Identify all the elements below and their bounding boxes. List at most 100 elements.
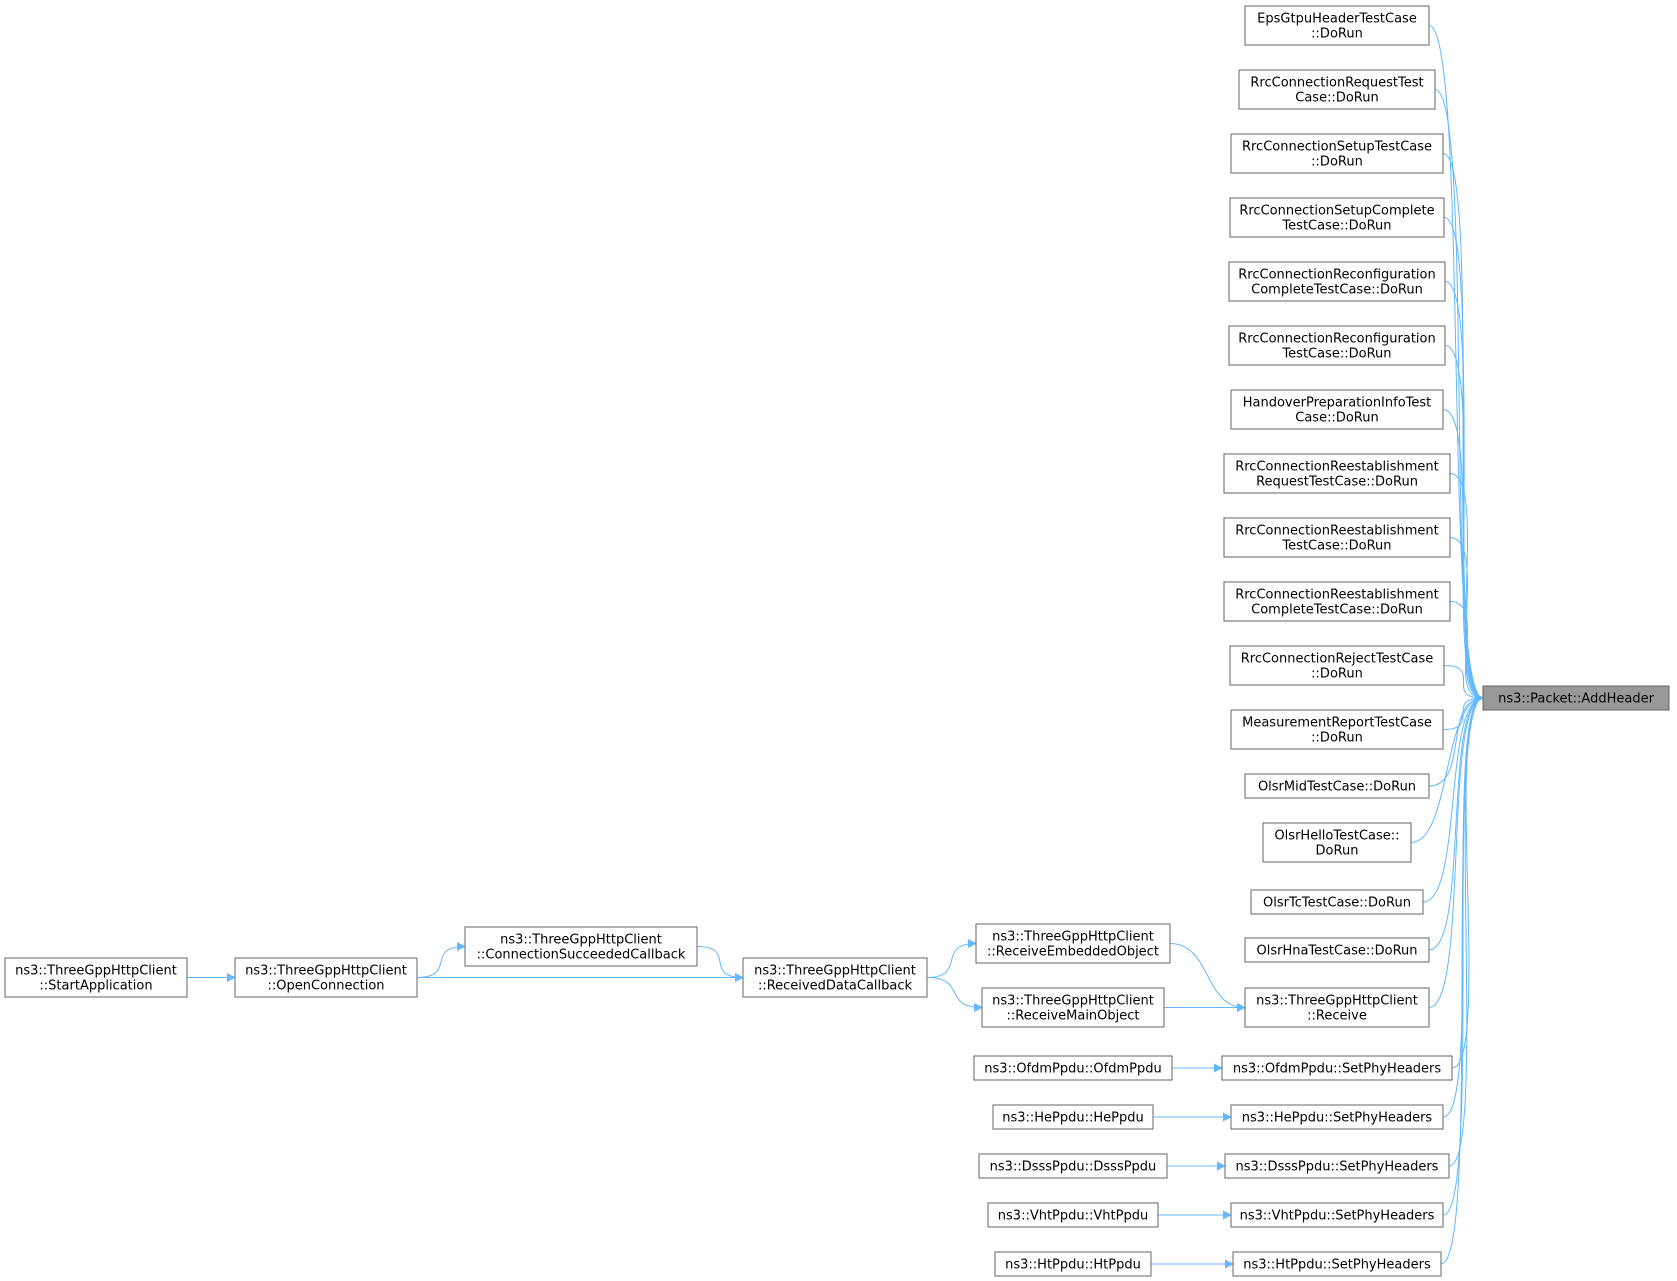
node-box bbox=[1228, 325, 1446, 366]
node-label: OlsrMidTestCase::DoRun bbox=[1258, 780, 1416, 795]
edges-layer bbox=[187, 25, 1484, 1269]
node-label: ::Receive bbox=[1307, 1009, 1367, 1024]
node-box bbox=[1230, 709, 1444, 750]
node-box bbox=[1223, 517, 1451, 558]
node-n23[interactable]: ns3::ThreeGppHttpClient::ReceiveEmbedded… bbox=[975, 923, 1171, 964]
node-n8[interactable]: RrcConnectionReestablishmentRequestTestC… bbox=[1223, 453, 1451, 494]
node-box bbox=[1244, 5, 1430, 46]
node-box bbox=[1228, 261, 1446, 302]
node-box bbox=[1223, 581, 1451, 622]
node-box bbox=[1223, 453, 1451, 494]
node-box bbox=[234, 957, 418, 998]
node-n21[interactable]: ns3::VhtPpdu::SetPhyHeaders bbox=[1230, 1202, 1444, 1228]
edge-n15-to-target bbox=[1422, 693, 1484, 903]
node-n12[interactable]: MeasurementReportTestCase::DoRun bbox=[1230, 709, 1444, 750]
node-n32[interactable]: ns3::ThreeGppHttpClient::OpenConnection bbox=[234, 957, 418, 998]
node-n29[interactable]: ns3::HtPpdu::HtPpdu bbox=[994, 1251, 1152, 1277]
node-label: RrcConnectionSetupTestCase bbox=[1242, 140, 1432, 155]
edge-n17-to-target bbox=[1428, 693, 1484, 1008]
node-box bbox=[978, 1153, 1168, 1179]
node-label: OlsrHnaTestCase::DoRun bbox=[1256, 944, 1417, 959]
node-box bbox=[994, 1251, 1152, 1277]
node-label: ns3::OfdmPpdu::OfdmPpdu bbox=[984, 1062, 1161, 1077]
node-n31[interactable]: ns3::ThreeGppHttpClient::ConnectionSucce… bbox=[464, 926, 698, 967]
node-label: RequestTestCase::DoRun bbox=[1256, 475, 1418, 490]
node-box bbox=[981, 987, 1165, 1028]
node-box bbox=[464, 926, 698, 967]
node-label: CompleteTestCase::DoRun bbox=[1251, 283, 1423, 298]
node-label: ::ReceiveMainObject bbox=[1006, 1009, 1139, 1024]
node-label: ::DoRun bbox=[1311, 667, 1363, 682]
node-box bbox=[992, 1104, 1154, 1130]
node-n14[interactable]: OlsrHelloTestCase::DoRun bbox=[1262, 822, 1412, 863]
node-n20[interactable]: ns3::DsssPpdu::SetPhyHeaders bbox=[1224, 1153, 1450, 1179]
node-box bbox=[1224, 1153, 1450, 1179]
node-n28[interactable]: ns3::VhtPpdu::VhtPpdu bbox=[987, 1202, 1159, 1228]
node-box bbox=[1229, 645, 1445, 686]
node-box bbox=[1232, 1251, 1442, 1277]
node-n5[interactable]: RrcConnectionReconfigurationCompleteTest… bbox=[1228, 261, 1446, 302]
node-label: RrcConnectionRejectTestCase bbox=[1241, 652, 1434, 667]
node-label: CompleteTestCase::DoRun bbox=[1251, 603, 1423, 618]
node-label: MeasurementReportTestCase bbox=[1242, 716, 1432, 731]
node-n15[interactable]: OlsrTcTestCase::DoRun bbox=[1250, 889, 1424, 915]
node-label: TestCase::DoRun bbox=[1281, 219, 1391, 234]
edge-n32-to-n31 bbox=[416, 942, 466, 978]
node-n19[interactable]: ns3::HePpdu::SetPhyHeaders bbox=[1230, 1104, 1444, 1130]
node-box bbox=[1230, 133, 1444, 174]
edge-n10-to-target bbox=[1449, 601, 1484, 703]
node-n22[interactable]: ns3::HtPpdu::SetPhyHeaders bbox=[1232, 1251, 1442, 1277]
node-n25[interactable]: ns3::OfdmPpdu::OfdmPpdu bbox=[973, 1055, 1173, 1081]
node-label: ns3::OfdmPpdu::SetPhyHeaders bbox=[1233, 1062, 1442, 1077]
node-n30[interactable]: ns3::ThreeGppHttpClient::ReceivedDataCal… bbox=[742, 957, 928, 998]
node-n16[interactable]: OlsrHnaTestCase::DoRun bbox=[1244, 937, 1430, 963]
node-label: ns3::DsssPpdu::SetPhyHeaders bbox=[1236, 1160, 1439, 1175]
node-label: RrcConnectionSetupComplete bbox=[1239, 204, 1434, 219]
node-n6[interactable]: RrcConnectionReconfigurationTestCase::Do… bbox=[1228, 325, 1446, 366]
edge-n23-to-n17 bbox=[1169, 943, 1246, 1012]
node-n10[interactable]: RrcConnectionReestablishmentCompleteTest… bbox=[1223, 581, 1451, 622]
node-label: ::StartApplication bbox=[39, 979, 152, 994]
edge-n16-to-target bbox=[1428, 693, 1484, 951]
node-n13[interactable]: OlsrMidTestCase::DoRun bbox=[1244, 773, 1430, 799]
node-label: ns3::HtPpdu::SetPhyHeaders bbox=[1243, 1258, 1431, 1273]
node-n4[interactable]: RrcConnectionSetupCompleteTestCase::DoRu… bbox=[1229, 197, 1445, 238]
node-label: Case::DoRun bbox=[1295, 411, 1378, 426]
target-node[interactable]: ns3::Packet::AddHeader bbox=[1482, 685, 1670, 711]
node-label: ns3::ThreeGppHttpClient bbox=[15, 964, 177, 979]
node-box bbox=[1482, 685, 1670, 711]
node-n24[interactable]: ns3::ThreeGppHttpClient::ReceiveMainObje… bbox=[981, 987, 1165, 1028]
node-box bbox=[1229, 197, 1445, 238]
node-label: ::OpenConnection bbox=[267, 979, 384, 994]
node-box bbox=[1250, 889, 1424, 915]
node-label: OlsrTcTestCase::DoRun bbox=[1263, 896, 1411, 911]
node-label: ::ReceivedDataCallback bbox=[758, 979, 913, 994]
node-n27[interactable]: ns3::DsssPpdu::DsssPpdu bbox=[978, 1153, 1168, 1179]
edge-n30-to-n24 bbox=[926, 977, 983, 1012]
edge-n8-to-target bbox=[1449, 473, 1484, 703]
node-box bbox=[1244, 773, 1430, 799]
node-label: RrcConnectionRequestTest bbox=[1250, 76, 1423, 91]
edge-n31-to-n30 bbox=[696, 946, 744, 982]
node-n26[interactable]: ns3::HePpdu::HePpdu bbox=[992, 1104, 1154, 1130]
node-n17[interactable]: ns3::ThreeGppHttpClient::Receive bbox=[1244, 987, 1430, 1028]
node-n11[interactable]: RrcConnectionRejectTestCase::DoRun bbox=[1229, 645, 1445, 686]
node-n3[interactable]: RrcConnectionSetupTestCase::DoRun bbox=[1230, 133, 1444, 174]
node-label: ::ReceiveEmbeddedObject bbox=[987, 945, 1159, 960]
node-label: RrcConnectionReestablishment bbox=[1235, 524, 1439, 539]
node-label: HandoverPreparationInfoTest bbox=[1243, 396, 1432, 411]
node-n18[interactable]: ns3::OfdmPpdu::SetPhyHeaders bbox=[1221, 1055, 1453, 1081]
nodes-layer: EpsGtpuHeaderTestCase::DoRunRrcConnectio… bbox=[4, 5, 1670, 1277]
node-label: ns3::ThreeGppHttpClient bbox=[992, 994, 1154, 1009]
node-box bbox=[1244, 987, 1430, 1028]
node-box bbox=[742, 957, 928, 998]
node-box bbox=[973, 1055, 1173, 1081]
node-label: ns3::VhtPpdu::SetPhyHeaders bbox=[1240, 1209, 1435, 1224]
node-n9[interactable]: RrcConnectionReestablishmentTestCase::Do… bbox=[1223, 517, 1451, 558]
node-n1[interactable]: EpsGtpuHeaderTestCase::DoRun bbox=[1244, 5, 1430, 46]
node-box bbox=[4, 957, 188, 998]
node-label: ::ConnectionSucceededCallback bbox=[477, 948, 686, 963]
node-n33[interactable]: ns3::ThreeGppHttpClient::StartApplicatio… bbox=[4, 957, 188, 998]
